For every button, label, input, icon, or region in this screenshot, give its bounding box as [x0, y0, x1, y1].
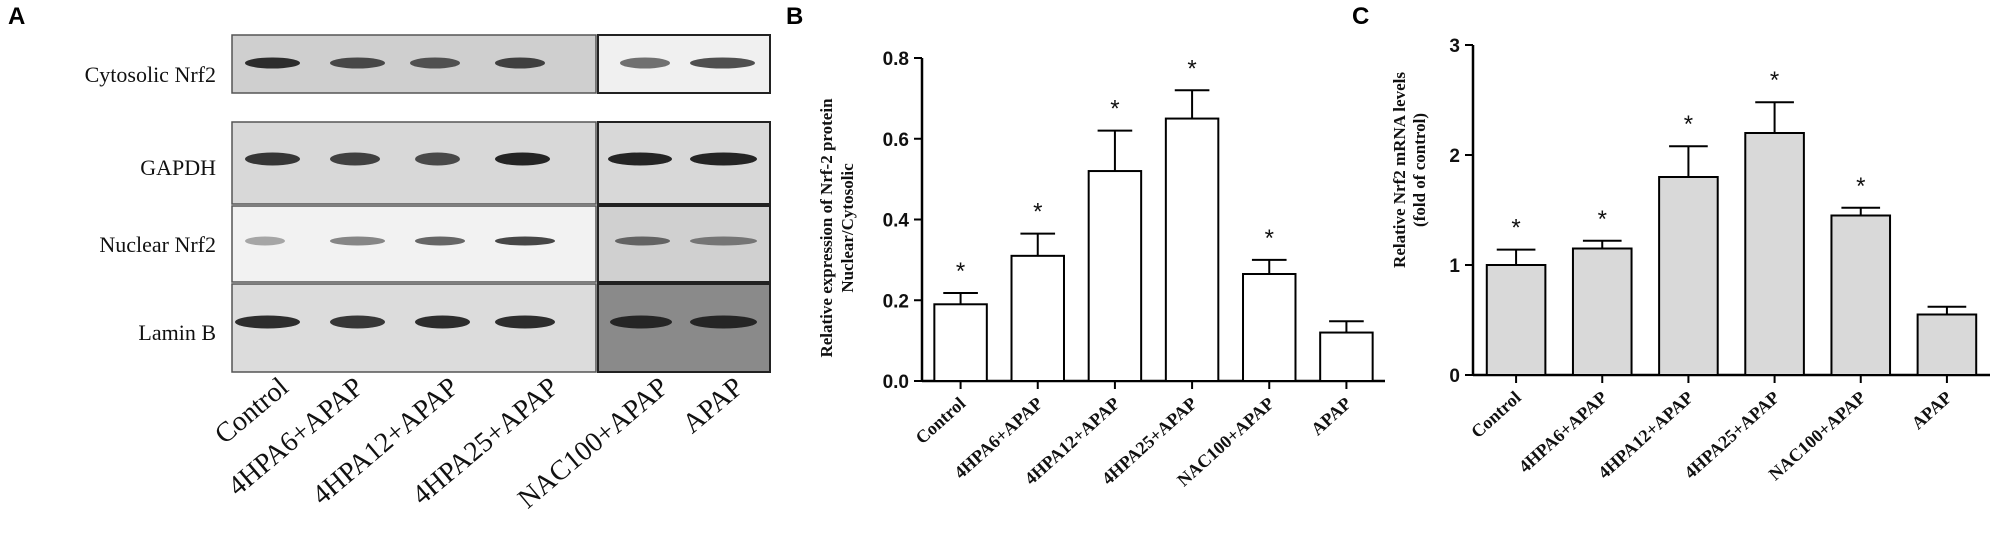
chart-c-bar-apap [1916, 313, 1978, 376]
chart-c-ylabel-line1: Relative Nrf2 mRNA levels [1390, 72, 1409, 268]
chart-b-significance-nac100-apap: * [1265, 225, 1274, 252]
chart-c-bar-4hpa25-apap [1744, 132, 1805, 376]
chart-b-bar-control [933, 303, 988, 383]
chart-b-significance-control: * [956, 258, 965, 285]
chart-c-significance-4hpa6-apap: * [1598, 206, 1607, 233]
chart-b-y-tick-label: 0.2 [883, 291, 909, 312]
chart-c-significance-nac100-apap: * [1856, 173, 1865, 200]
blot-band [620, 57, 670, 69]
chart-c-significance-4hpa12-apap: * [1684, 111, 1693, 138]
blot-band [690, 315, 757, 329]
chart-c-x-label-4hpa6-apap: 4HPA6+APAP [1515, 387, 1611, 477]
blot-band [610, 315, 672, 329]
chart-b-y-tick-label: 0.0 [883, 372, 909, 393]
panel-label-b: B [786, 3, 803, 30]
chart-b-y-tick-label: 0.8 [883, 49, 909, 70]
blot-band [330, 57, 385, 69]
blot-band [245, 236, 285, 246]
chart-b-y-tick-label: 0.6 [883, 130, 909, 151]
blot-band [615, 236, 670, 246]
blot-band [415, 315, 470, 329]
chart-c-bar-4hpa12-apap [1658, 176, 1719, 376]
chart-b-significance-4hpa25-apap: * [1187, 55, 1196, 82]
panel-label-c: C [1352, 3, 1369, 30]
blot-panel-right-row-4 [597, 283, 771, 373]
blot-band [495, 152, 550, 166]
blot-band [608, 152, 672, 166]
blot-band [245, 57, 300, 69]
row-label-cytosolic-nrf2: Cytosolic Nrf2 [85, 62, 216, 87]
chart-c-significance-4hpa25-apap: * [1770, 67, 1779, 94]
blot-band [690, 57, 755, 69]
chart-b-bar-apap [1319, 331, 1374, 382]
western-blot: Cytosolic Nrf2 GAPDH Nuclear Nrf2 Lamin … [85, 34, 771, 515]
chart-c-ylabel-line2: (fold of control) [1410, 113, 1429, 227]
blot-band [330, 236, 385, 246]
chart-c-x-label-control: Control [1467, 387, 1525, 442]
chart-c-y-tick-label: 2 [1449, 146, 1460, 167]
chart-c-y-tick-label: 0 [1449, 366, 1460, 387]
chart-c-y-tick-label: 3 [1449, 36, 1460, 57]
chart-c-bar-control [1485, 264, 1547, 376]
blot-band [410, 57, 460, 69]
blot-band [415, 236, 465, 246]
chart-c-x-label-apap: APAP [1908, 387, 1956, 433]
row-label-gapdh: GAPDH [140, 155, 216, 180]
row-label-nuclear-nrf2: Nuclear Nrf2 [99, 232, 216, 257]
chart-b-bar-4hpa6-apap [1010, 254, 1065, 382]
panel-label-a: A [8, 3, 25, 30]
blot-band [495, 236, 555, 246]
blot-band [330, 315, 385, 329]
blot-panel-left-row-4 [231, 283, 597, 373]
chart-b-significance-4hpa6-apap: * [1033, 199, 1042, 226]
blot-band [690, 152, 757, 166]
blot-band [330, 152, 380, 166]
chart-b-bar-nac100-apap [1242, 273, 1297, 383]
chart-c-bar-nac100-apap [1830, 214, 1892, 376]
chart-b-ylabel-line2: Nuclear/Cytosolic [838, 163, 857, 293]
lane-label-apap: APAP [677, 372, 750, 440]
chart-b-bar-4hpa25-apap [1164, 117, 1220, 382]
chart-b-bar-4hpa12-apap [1087, 170, 1143, 382]
chart-c-significance-control: * [1511, 215, 1520, 242]
chart-b: 0.00.20.40.60.8*Control*4HPA6+APAP*4HPA1… [817, 49, 1385, 490]
blot-band [495, 315, 555, 329]
row-label-lamin-b: Lamin B [138, 320, 216, 345]
blot-band [690, 236, 757, 246]
chart-b-x-label-control: Control [912, 393, 970, 448]
blot-band [235, 315, 300, 329]
chart-c-y-tick-label: 1 [1449, 256, 1460, 277]
chart-b-significance-4hpa12-apap: * [1110, 96, 1119, 123]
chart-c: 0123*Control*4HPA6+APAP*4HPA12+APAP*4HPA… [1390, 36, 1990, 484]
chart-b-y-tick-label: 0.4 [883, 211, 910, 232]
chart-b-x-label-apap: APAP [1307, 393, 1355, 439]
chart-b-ylabel-line1: Relative expression of Nrf-2 protein [817, 98, 836, 358]
blot-band [415, 152, 460, 166]
blot-band [245, 152, 300, 166]
blot-band [495, 57, 545, 69]
chart-c-bar-4hpa6-apap [1571, 247, 1633, 376]
